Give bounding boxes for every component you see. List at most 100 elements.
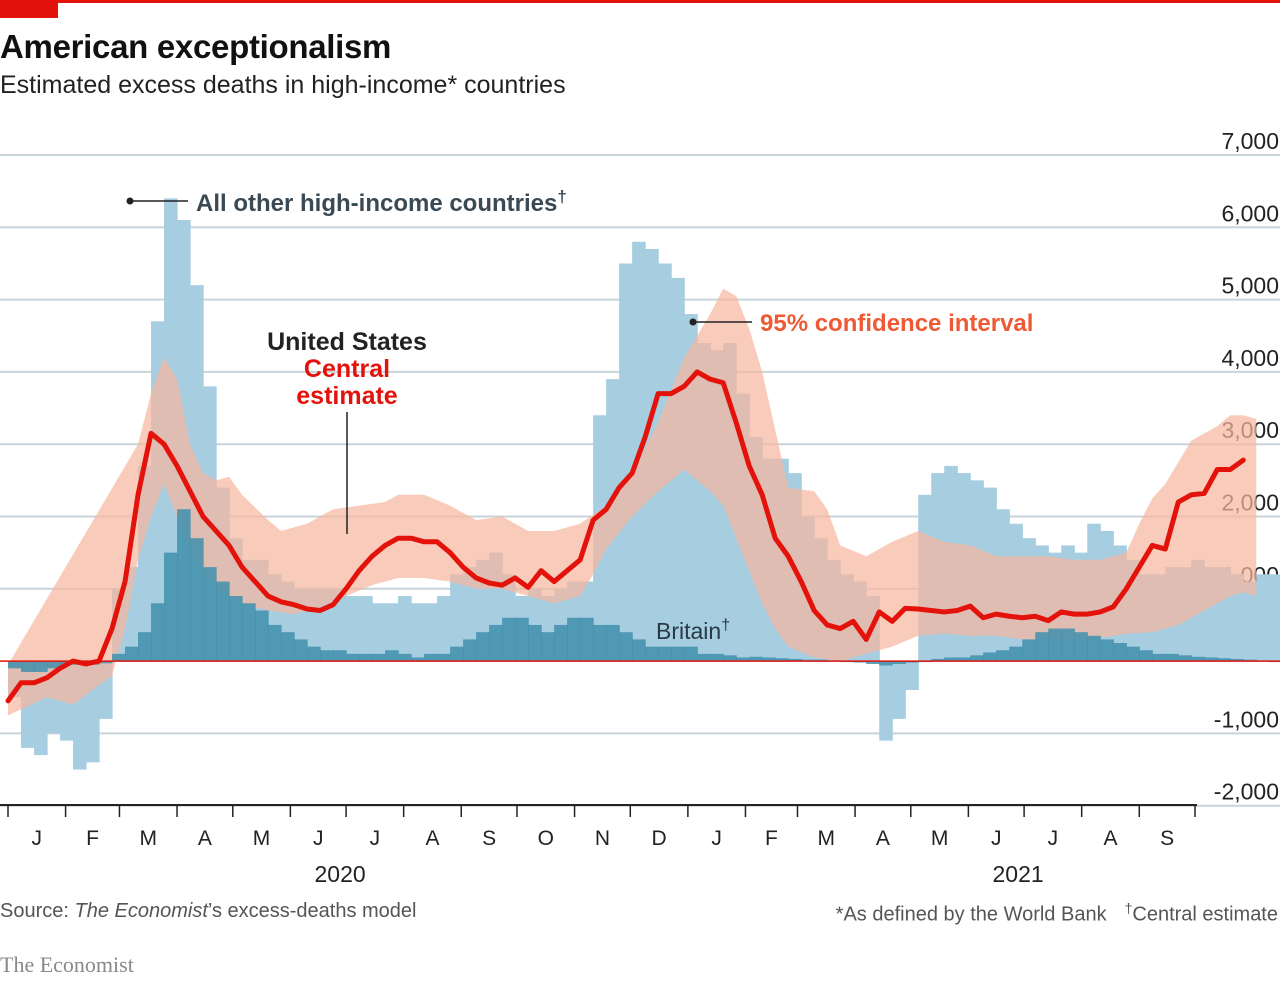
top-accent-tag bbox=[0, 0, 58, 18]
bar-britain bbox=[1113, 643, 1127, 662]
bar-other-high-income bbox=[1256, 574, 1270, 662]
bar-britain bbox=[99, 661, 113, 664]
x-tick-label: A bbox=[876, 827, 890, 850]
footnote-central-estimate: Central estimate bbox=[1132, 903, 1278, 926]
bar-other-high-income bbox=[879, 661, 893, 741]
bar-britain bbox=[8, 661, 22, 669]
bar-other-high-income bbox=[1269, 574, 1280, 662]
source-prefix: Source: bbox=[0, 900, 75, 922]
bar-other-high-income bbox=[424, 603, 438, 662]
bar-britain bbox=[164, 552, 178, 662]
bar-other-high-income bbox=[1243, 581, 1257, 662]
bar-britain bbox=[385, 650, 399, 662]
bar-britain bbox=[151, 603, 165, 662]
bar-britain bbox=[1087, 635, 1101, 662]
bar-britain bbox=[1139, 650, 1153, 662]
bar-britain bbox=[294, 639, 308, 662]
bar-britain bbox=[944, 657, 958, 662]
bar-other-high-income bbox=[450, 574, 464, 662]
bar-britain bbox=[619, 632, 633, 662]
bar-britain bbox=[1178, 655, 1192, 662]
page-title: American exceptionalism bbox=[0, 28, 392, 65]
bar-britain bbox=[1100, 639, 1114, 662]
bar-britain bbox=[645, 646, 659, 662]
x-tick-label: F bbox=[86, 827, 99, 850]
x-axis: J F M A M J J A S O N D J F M A M J J A S 2020 2021 bbox=[7, 805, 1196, 887]
bar-britain bbox=[970, 655, 984, 662]
bar-britain bbox=[1048, 628, 1062, 662]
x-tick-label: S bbox=[482, 827, 496, 850]
bar-britain bbox=[606, 624, 620, 662]
label-other-high-income: All other high-income countries† bbox=[196, 187, 567, 217]
y-tick-label: -2,000 bbox=[1214, 779, 1279, 805]
x-tick-label: A bbox=[1103, 827, 1117, 850]
x-tick-label: S bbox=[1160, 827, 1174, 850]
bar-britain bbox=[34, 661, 48, 672]
bar-other-high-income bbox=[892, 661, 906, 719]
bar-britain bbox=[1152, 653, 1166, 662]
bar-britain bbox=[775, 658, 789, 662]
bar-britain bbox=[1009, 646, 1023, 662]
bar-britain bbox=[1165, 653, 1179, 662]
bar-britain bbox=[1191, 656, 1205, 662]
bar-britain bbox=[567, 617, 581, 662]
brand-logo: The Economist bbox=[0, 952, 134, 977]
bar-other-high-income bbox=[346, 596, 360, 662]
bar-other-high-income bbox=[437, 596, 451, 662]
bar-britain bbox=[515, 617, 529, 662]
bar-britain bbox=[125, 646, 139, 662]
bar-britain bbox=[398, 653, 412, 662]
bar-britain bbox=[580, 617, 594, 662]
bar-other-high-income bbox=[411, 603, 425, 662]
bar-other-high-income bbox=[333, 588, 347, 662]
bar-other-high-income bbox=[385, 603, 399, 662]
bar-other-high-income bbox=[359, 596, 373, 662]
annotation-other-countries: All other high-income countries† bbox=[126, 187, 567, 217]
bar-other-high-income bbox=[1230, 574, 1244, 662]
footnotes: *As defined by the World Bank †Central es… bbox=[836, 900, 1278, 927]
bar-britain bbox=[957, 657, 971, 662]
x-tick-label: N bbox=[595, 827, 610, 850]
x-tick-label: M bbox=[818, 827, 836, 850]
bar-britain bbox=[112, 653, 126, 662]
bar-britain bbox=[138, 632, 152, 662]
source-note: Source: The Economist’s excess-deaths mo… bbox=[0, 900, 417, 923]
bar-britain bbox=[320, 650, 334, 662]
label-confidence-interval: 95% confidence interval bbox=[760, 310, 1033, 337]
bar-britain bbox=[866, 661, 880, 664]
x-tick-label: F bbox=[765, 827, 778, 850]
bar-britain bbox=[788, 658, 802, 662]
page-subtitle: Estimated excess deaths in high-income* … bbox=[0, 71, 566, 99]
bar-britain bbox=[1074, 632, 1088, 662]
confidence-interval-band bbox=[8, 288, 1257, 716]
us-central-estimate-line bbox=[5, 369, 1246, 704]
bar-britain bbox=[1035, 632, 1049, 662]
bar-britain bbox=[450, 646, 464, 662]
bar-britain bbox=[21, 661, 35, 672]
x-tick-label: J bbox=[370, 827, 381, 850]
bar-britain bbox=[424, 653, 438, 662]
bar-britain bbox=[502, 617, 516, 662]
x-tick-label: J bbox=[313, 827, 324, 850]
source-suffix: ’s excess-deaths model bbox=[207, 900, 417, 922]
bar-britain bbox=[216, 581, 230, 662]
bar-britain bbox=[1230, 658, 1244, 662]
bar-britain bbox=[476, 632, 490, 662]
bar-britain bbox=[593, 624, 607, 662]
bar-britain bbox=[190, 538, 204, 662]
bar-other-high-income bbox=[463, 567, 477, 662]
bar-britain bbox=[411, 657, 425, 662]
x-tick-label: M bbox=[931, 827, 949, 850]
bar-britain bbox=[281, 632, 295, 662]
label-estimate: estimate bbox=[296, 382, 398, 410]
label-united-states: United States bbox=[267, 328, 427, 356]
bar-other-high-income bbox=[905, 661, 919, 691]
bar-britain bbox=[177, 509, 191, 662]
x-tick-label: J bbox=[1048, 827, 1059, 850]
footnote-world-bank: *As defined by the World Bank bbox=[835, 903, 1107, 926]
bar-britain bbox=[554, 624, 568, 662]
annotation-britain: Britain† bbox=[656, 617, 730, 644]
bar-britain bbox=[710, 653, 724, 662]
top-accent-rule bbox=[0, 0, 1280, 3]
